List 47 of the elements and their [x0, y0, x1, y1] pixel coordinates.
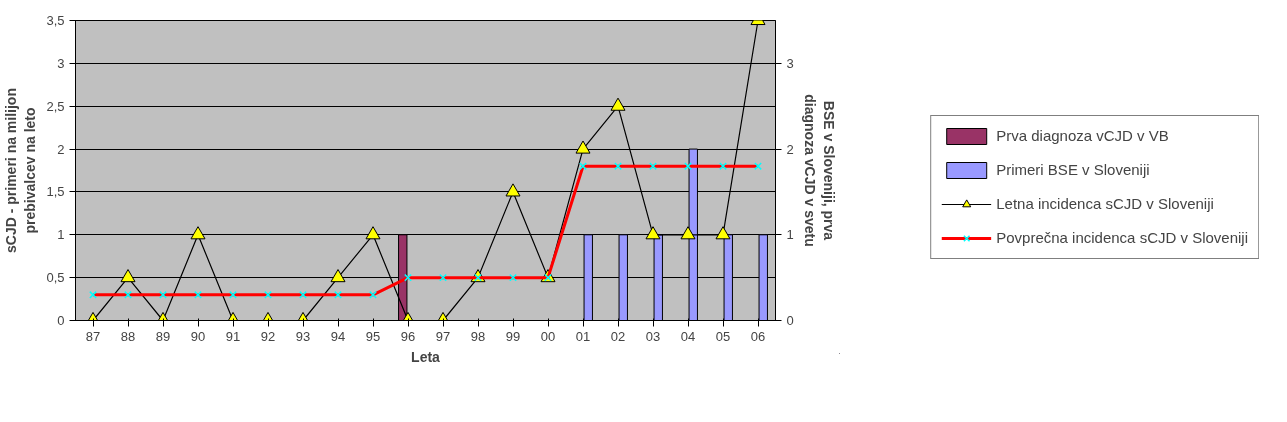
y-tick-label: 0 [57, 313, 65, 328]
y-tick-label: 2,5 [46, 98, 65, 114]
legend-label: Primeri BSE v Sloveniji [996, 161, 1150, 178]
y-tick-label: 0,5 [46, 270, 65, 286]
point [330, 269, 346, 283]
y2-axis-title: BSE v Sloveniji, prva diagnoza vCJD v svetu [801, 94, 837, 247]
x-tick-label: 91 [225, 328, 241, 344]
x-tick-label: 06 [750, 328, 766, 344]
x-tick-label: 96 [400, 328, 416, 344]
point [645, 226, 661, 240]
x-tick-label: 01 [575, 328, 591, 344]
point [190, 226, 206, 240]
x-tick-label: 89 [155, 328, 171, 344]
x-tick-label: 94 [330, 328, 346, 344]
point [365, 226, 381, 240]
x-axis-title: Leta [411, 348, 441, 365]
y-tick-label: 3,5 [46, 13, 65, 28]
x-tick-label: 87 [85, 328, 101, 344]
point [715, 226, 731, 240]
y2-tick-label: 0 [786, 313, 794, 328]
point [120, 269, 136, 283]
x-tick-label: 90 [190, 328, 206, 344]
y2-tick-label: 1 [786, 227, 794, 243]
x-tick-label: 04 [680, 328, 696, 344]
x-tick-label: 92 [260, 328, 276, 344]
x-tick-label: 95 [365, 328, 381, 344]
y-tick-label: 2 [57, 141, 65, 157]
y2-tick-label: 3 [786, 55, 794, 71]
point [680, 226, 696, 240]
legend-label: Prva diagnoza vCJD v VB [996, 127, 1169, 144]
point [505, 183, 521, 197]
x-tick-label: 99 [505, 328, 521, 344]
x-tick-label: 00 [540, 328, 556, 344]
x-tick-label: 93 [295, 328, 311, 344]
x-tick-label: 03 [645, 328, 661, 344]
x-tick-label: 97 [435, 328, 451, 344]
y-tick-label: 1 [57, 227, 65, 243]
legend-label: Letna incidenca sCJD v Sloveniji [996, 195, 1214, 212]
y-axis-title: sCJD - primeri na milijon prebivalcev na leto [3, 88, 39, 253]
legend-label: Povprečna incidenca sCJD v Sloveniji [996, 229, 1248, 246]
y-tick-label: 3 [57, 55, 65, 71]
x-tick-label: 98 [470, 328, 486, 344]
y2-tick-label: 2 [786, 141, 794, 157]
x-tick-label: 02 [610, 328, 626, 344]
x-tick-label: 05 [715, 328, 731, 344]
y-tick-label: 1,5 [46, 184, 65, 200]
x-tick-label: 88 [120, 328, 136, 344]
